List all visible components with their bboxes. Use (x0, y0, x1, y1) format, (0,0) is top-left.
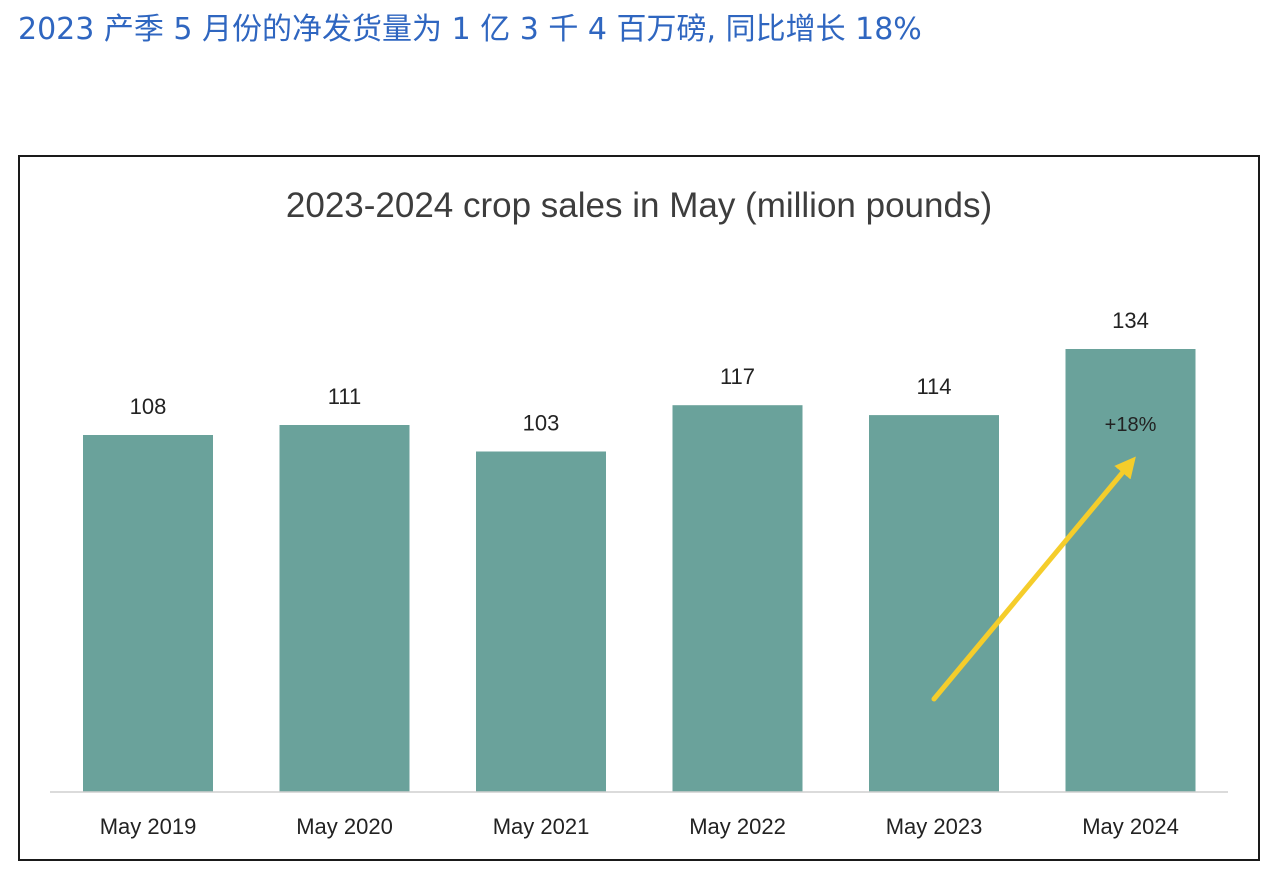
data-label: 111 (328, 384, 361, 409)
bar-may-2024 (1065, 349, 1196, 792)
growth-percent-label: +18% (1105, 414, 1157, 436)
bar-chart: 2023-2024 crop sales in May (million pou… (50, 186, 1228, 839)
bar-may-2020 (279, 425, 410, 792)
data-label: 103 (523, 411, 560, 436)
bar-may-2019 (83, 435, 213, 792)
bars-layer (83, 349, 1196, 792)
bar-may-2022 (672, 405, 803, 792)
x-tick-label: May 2024 (1082, 814, 1179, 839)
bar-may-2021 (476, 451, 606, 792)
chart-title: 2023-2024 crop sales in May (million pou… (286, 186, 992, 225)
x-tick-label: May 2022 (689, 814, 786, 839)
x-tick-label: May 2021 (493, 814, 590, 839)
growth-arrow (931, 456, 1136, 702)
data-labels-layer: 108 111 103 117 114 134 (130, 308, 1149, 436)
data-label: 108 (130, 394, 167, 419)
x-tick-label: May 2023 (886, 814, 983, 839)
page-headline: 2023 产季 5 月份的净发货量为 1 亿 3 千 4 百万磅, 同比增长 1… (18, 12, 922, 47)
data-label: 114 (916, 374, 951, 399)
x-tick-label: May 2020 (296, 814, 393, 839)
x-tick-labels: May 2019 May 2020 May 2021 May 2022 May 2023… (100, 814, 1179, 839)
bar-may-2023 (869, 415, 999, 792)
chart-frame: 2023-2024 crop sales in May (million pou… (18, 155, 1260, 861)
x-tick-label: May 2019 (100, 814, 197, 839)
data-label: 134 (1112, 308, 1149, 333)
data-label: 117 (720, 364, 755, 389)
growth-annotation: +18% (931, 414, 1157, 702)
